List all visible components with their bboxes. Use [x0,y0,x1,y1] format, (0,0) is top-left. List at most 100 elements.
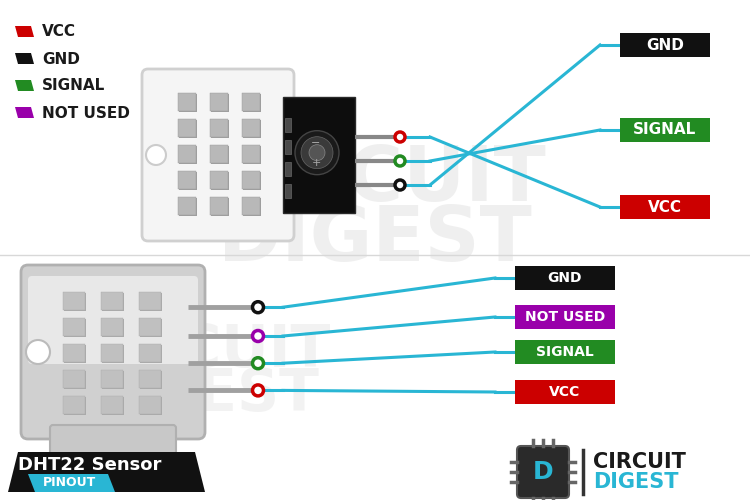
FancyBboxPatch shape [285,162,291,176]
Text: DIGEST: DIGEST [593,472,679,492]
FancyBboxPatch shape [242,93,260,111]
Circle shape [301,136,333,168]
FancyBboxPatch shape [210,171,228,189]
Circle shape [395,156,405,166]
FancyBboxPatch shape [101,396,123,414]
Polygon shape [15,53,34,64]
FancyBboxPatch shape [139,396,161,414]
Text: GND: GND [548,271,582,285]
Text: SIGNAL: SIGNAL [633,122,697,138]
FancyBboxPatch shape [101,292,123,310]
FancyBboxPatch shape [140,397,162,415]
Text: D: D [532,460,554,484]
FancyBboxPatch shape [139,292,161,310]
FancyBboxPatch shape [515,266,615,290]
FancyBboxPatch shape [178,119,196,137]
Circle shape [26,340,50,364]
Text: NOT USED: NOT USED [525,310,605,324]
FancyBboxPatch shape [64,293,86,311]
FancyBboxPatch shape [139,318,161,336]
Polygon shape [15,80,34,91]
Circle shape [395,180,405,190]
FancyBboxPatch shape [210,197,228,215]
Text: PINOUT: PINOUT [44,476,97,490]
Circle shape [309,144,325,160]
FancyBboxPatch shape [517,446,569,498]
FancyBboxPatch shape [283,97,355,213]
FancyBboxPatch shape [64,345,86,363]
Text: CIRCUIT: CIRCUIT [69,322,331,378]
FancyBboxPatch shape [179,120,197,138]
FancyBboxPatch shape [211,198,229,216]
Text: CIRCUIT: CIRCUIT [593,452,686,472]
FancyBboxPatch shape [242,145,260,163]
FancyBboxPatch shape [285,140,291,154]
Circle shape [253,385,263,396]
FancyBboxPatch shape [243,198,261,216]
FancyBboxPatch shape [102,319,124,337]
FancyBboxPatch shape [242,119,260,137]
FancyBboxPatch shape [63,344,85,362]
Circle shape [253,358,263,368]
FancyBboxPatch shape [63,292,85,310]
FancyBboxPatch shape [102,345,124,363]
Text: VCC: VCC [648,200,682,214]
Circle shape [395,132,405,142]
Text: NOT USED: NOT USED [42,106,130,120]
FancyBboxPatch shape [242,197,260,215]
FancyBboxPatch shape [178,171,196,189]
FancyBboxPatch shape [515,305,615,329]
Text: +: + [311,158,321,168]
FancyBboxPatch shape [243,94,261,112]
Polygon shape [15,107,34,118]
FancyBboxPatch shape [142,69,294,241]
FancyBboxPatch shape [242,171,260,189]
FancyBboxPatch shape [101,344,123,362]
FancyBboxPatch shape [102,397,124,415]
FancyBboxPatch shape [210,145,228,163]
FancyBboxPatch shape [63,318,85,336]
FancyBboxPatch shape [140,293,162,311]
FancyBboxPatch shape [140,371,162,389]
Text: −: − [311,138,321,147]
FancyBboxPatch shape [63,370,85,388]
FancyBboxPatch shape [285,118,291,132]
Text: SIGNAL: SIGNAL [536,345,594,359]
Text: DHT22 Sensor: DHT22 Sensor [18,456,161,474]
Text: VCC: VCC [549,385,580,399]
FancyBboxPatch shape [178,197,196,215]
Polygon shape [8,452,205,492]
FancyBboxPatch shape [178,93,196,111]
FancyBboxPatch shape [179,94,197,112]
FancyBboxPatch shape [102,293,124,311]
FancyBboxPatch shape [243,172,261,190]
FancyBboxPatch shape [28,276,198,364]
FancyBboxPatch shape [210,93,228,111]
FancyBboxPatch shape [515,340,615,364]
Polygon shape [15,26,34,37]
FancyBboxPatch shape [179,146,197,164]
FancyBboxPatch shape [101,370,123,388]
FancyBboxPatch shape [50,425,176,467]
FancyBboxPatch shape [620,33,710,57]
Text: GND: GND [646,38,684,52]
FancyBboxPatch shape [140,345,162,363]
Text: GND: GND [42,52,80,66]
FancyBboxPatch shape [179,172,197,190]
Text: DIGEST: DIGEST [80,366,320,424]
Text: SIGNAL: SIGNAL [42,78,105,94]
FancyBboxPatch shape [21,265,205,439]
Text: DIGEST: DIGEST [218,203,532,277]
FancyBboxPatch shape [140,319,162,337]
FancyBboxPatch shape [243,120,261,138]
FancyBboxPatch shape [211,172,229,190]
FancyBboxPatch shape [64,371,86,389]
FancyBboxPatch shape [210,119,228,137]
FancyBboxPatch shape [211,94,229,112]
FancyBboxPatch shape [179,198,197,216]
FancyBboxPatch shape [139,344,161,362]
FancyBboxPatch shape [178,145,196,163]
FancyBboxPatch shape [243,146,261,164]
FancyBboxPatch shape [620,118,710,142]
FancyBboxPatch shape [211,120,229,138]
